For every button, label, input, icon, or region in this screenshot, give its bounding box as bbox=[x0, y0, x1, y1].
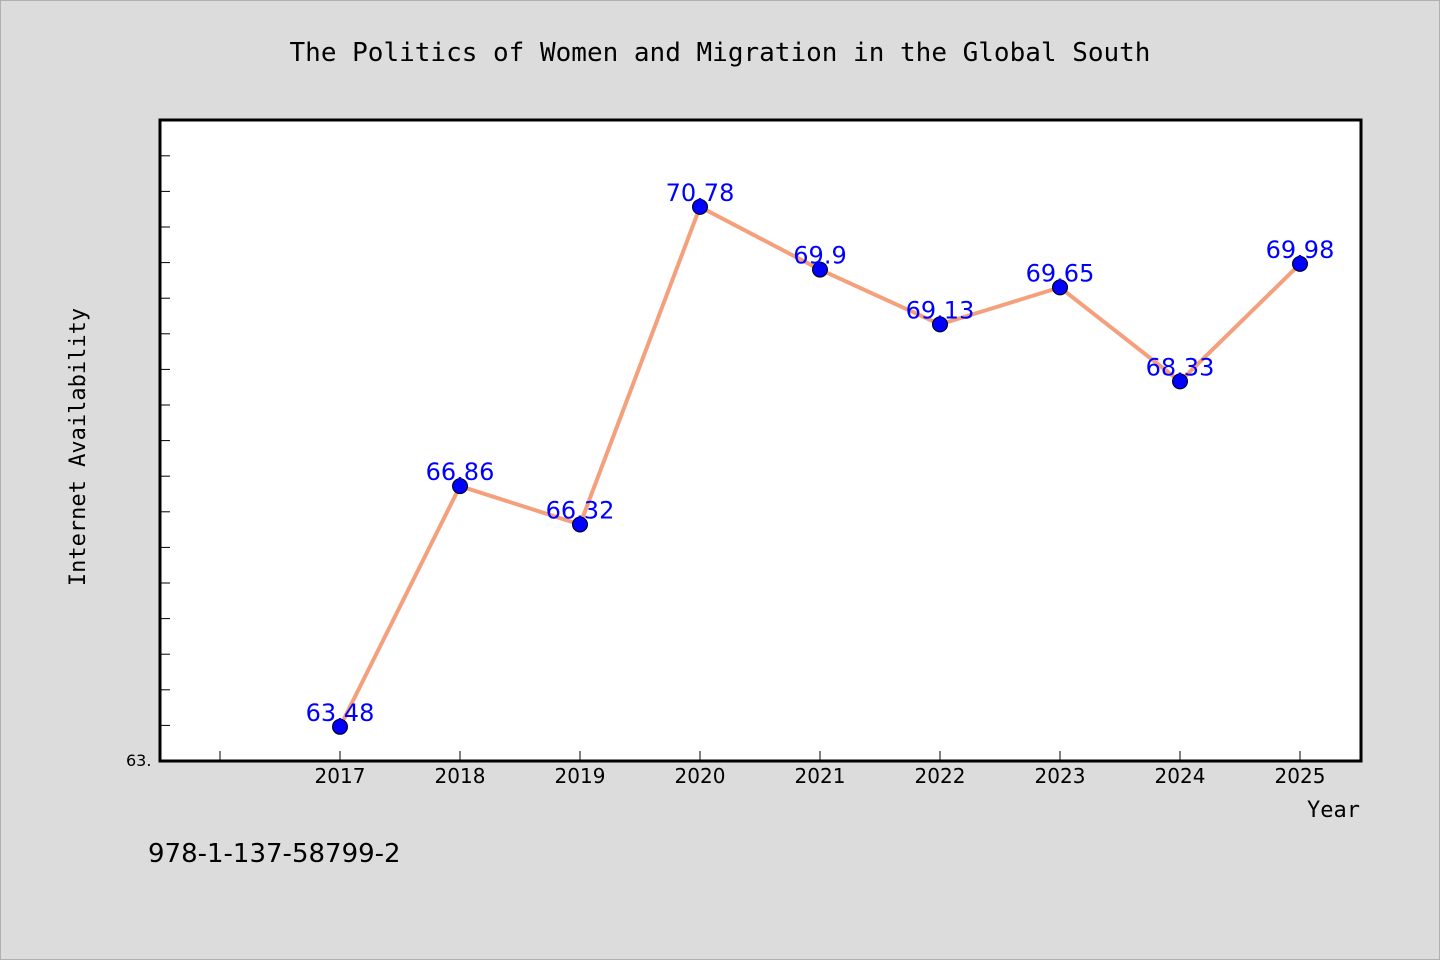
x-tick-label: 2020 bbox=[675, 764, 726, 788]
data-label: 70.78 bbox=[666, 179, 735, 207]
x-tick-label: 2023 bbox=[1035, 764, 1086, 788]
data-label: 63.48 bbox=[306, 699, 375, 727]
data-point bbox=[332, 718, 348, 735]
x-tick-labels: 2017 2018 2019 2020 2021 2022 2023 2024 2025 bbox=[315, 764, 1326, 788]
x-tick-label: 2017 bbox=[315, 764, 366, 788]
data-point bbox=[572, 516, 588, 533]
data-point bbox=[932, 316, 948, 333]
x-tick-label: 2018 bbox=[435, 764, 486, 788]
data-point bbox=[1292, 255, 1308, 272]
data-label: 69.9 bbox=[793, 242, 846, 270]
data-label: 69.13 bbox=[906, 296, 975, 324]
x-tick-label: 2019 bbox=[555, 764, 606, 788]
data-point bbox=[812, 261, 828, 278]
data-point bbox=[692, 198, 708, 215]
x-tick-label: 2025 bbox=[1275, 764, 1326, 788]
data-point bbox=[1172, 373, 1188, 390]
x-axis-label: Year bbox=[1307, 798, 1360, 823]
data-label: 69.98 bbox=[1266, 236, 1335, 264]
plot-area bbox=[160, 120, 1361, 761]
data-label: 69.65 bbox=[1026, 259, 1095, 287]
data-point bbox=[1052, 279, 1068, 296]
data-label: 68.33 bbox=[1146, 353, 1215, 381]
data-labels: 63.48 66.86 66.32 70.78 69.9 69.13 69.65 68.33 6… bbox=[306, 179, 1335, 727]
x-axis-ticks bbox=[219, 751, 1301, 761]
y-axis-label: Internet Availability bbox=[66, 308, 91, 586]
data-label: 66.86 bbox=[426, 458, 495, 486]
y-tick-label: 63. bbox=[126, 751, 151, 770]
x-tick-label: 2024 bbox=[1155, 764, 1206, 788]
x-tick-label: 2021 bbox=[795, 764, 846, 788]
chart-title: The Politics of Women and Migration in t… bbox=[290, 38, 1151, 68]
data-markers bbox=[332, 198, 1308, 735]
data-label: 66.32 bbox=[546, 497, 615, 525]
isbn-text: 978-1-137-58799-2 bbox=[148, 839, 401, 869]
x-tick-label: 2022 bbox=[915, 764, 966, 788]
data-point bbox=[452, 478, 468, 495]
plot-border bbox=[158, 118, 1363, 763]
